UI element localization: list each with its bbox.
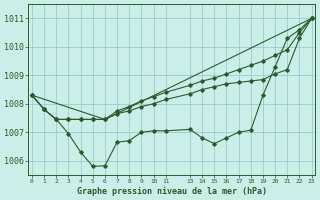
X-axis label: Graphe pression niveau de la mer (hPa): Graphe pression niveau de la mer (hPa) — [77, 187, 267, 196]
